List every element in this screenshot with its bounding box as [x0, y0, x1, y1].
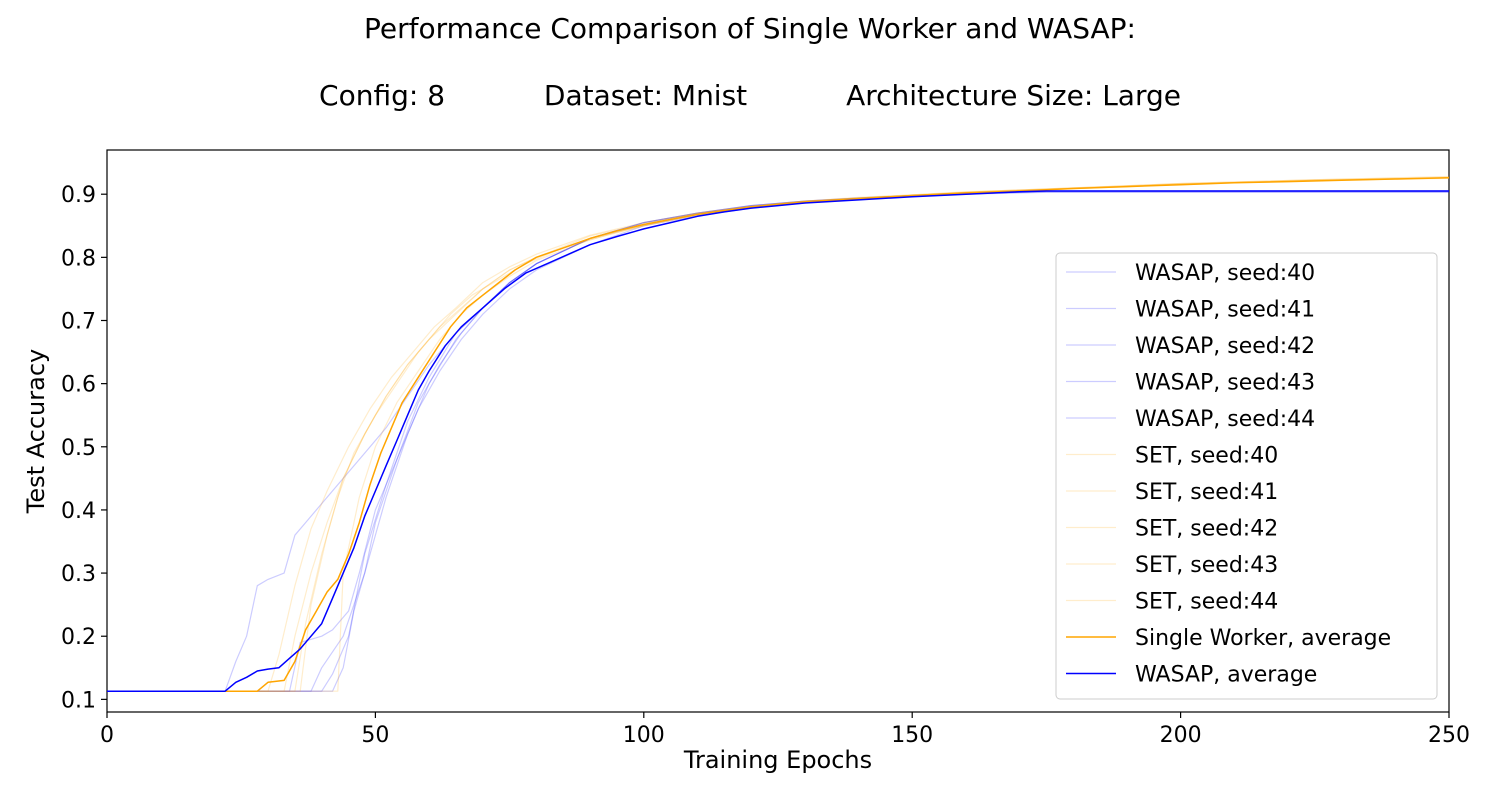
legend-label: Single Worker, average — [1135, 626, 1391, 651]
x-tick-label: 200 — [1160, 723, 1202, 748]
plot-frame — [106, 149, 1450, 713]
legend-label: SET, seed:41 — [1135, 480, 1278, 505]
x-tick-label: 100 — [623, 723, 665, 748]
legend-label: SET, seed:44 — [1135, 590, 1278, 615]
y-tick-label: 0.5 — [61, 436, 96, 461]
series-line-11 — [107, 190, 1449, 692]
series-line-6 — [107, 175, 1450, 692]
legend-label: WASAP, seed:44 — [1135, 407, 1315, 432]
legend-label: WASAP, average — [1135, 663, 1317, 688]
legend: WASAP, seed:40 WASAP, seed:41 WASAP, seed:… — [1055, 252, 1438, 700]
legend-label: WASAP, seed:42 — [1135, 334, 1315, 359]
legend-label: SET, seed:42 — [1135, 517, 1278, 542]
legend-label: SET, seed:43 — [1135, 553, 1278, 578]
x-tick-label: 150 — [891, 723, 933, 748]
series-layer — [107, 175, 1450, 692]
architecture-label: Architecture Size: Large — [846, 79, 1181, 112]
y-tick-label: 0.6 — [61, 373, 96, 398]
chart-subtitle: Config: 8 Dataset: Mnist Architecture Si… — [0, 79, 1500, 112]
y-tick-label: 0.3 — [61, 562, 96, 587]
axis-ticks: 0 50 100 150 200 250 0.1 0.2 0.3 0.4 0.5 0.6 0.7 0.8 0… — [61, 183, 1470, 748]
x-axis-label: Training Epochs — [683, 746, 872, 774]
x-tick-label: 50 — [361, 723, 389, 748]
legend-label: WASAP, seed:43 — [1135, 371, 1315, 396]
y-tick-label: 0.1 — [61, 688, 96, 713]
config-label: Config: 8 — [319, 79, 446, 112]
series-line-10 — [107, 177, 1450, 692]
dataset-label: Dataset: Mnist — [543, 79, 748, 112]
legend-label: WASAP, seed:41 — [1135, 298, 1315, 323]
legend-label: WASAP, seed:40 — [1135, 261, 1315, 286]
y-tick-label: 0.2 — [61, 625, 96, 650]
legend-box — [1055, 252, 1438, 700]
chart-title: Performance Comparison of Single Worker … — [364, 12, 1136, 45]
y-tick-label: 0.7 — [61, 309, 96, 334]
y-tick-label: 0.8 — [61, 246, 96, 271]
y-tick-label: 0.9 — [61, 183, 96, 208]
x-tick-label: 0 — [100, 723, 114, 748]
legend-label: SET, seed:40 — [1135, 444, 1278, 469]
x-tick-label: 250 — [1428, 723, 1470, 748]
y-axis-label: Test Accuracy — [22, 349, 50, 514]
y-tick-label: 0.4 — [61, 499, 96, 524]
